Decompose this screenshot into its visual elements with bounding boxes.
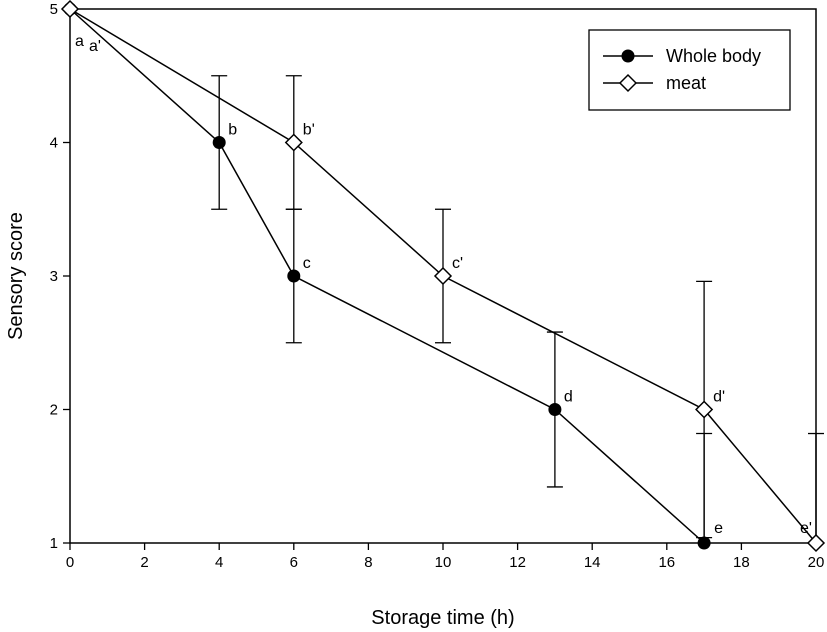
point-label-whole-body: a [75, 33, 84, 50]
marker-whole-body [287, 269, 301, 283]
point-label-meat: c' [452, 255, 463, 272]
x-tick-label: 0 [66, 554, 74, 571]
x-tick-label: 20 [808, 554, 825, 571]
legend-label-meat: meat [666, 73, 706, 93]
legend-marker-meat [618, 73, 638, 93]
y-tick-label: 1 [50, 535, 58, 552]
y-tick-label: 3 [50, 268, 58, 285]
x-tick-label: 10 [435, 554, 452, 571]
marker-whole-body [212, 136, 226, 149]
point-label-meat: d' [713, 389, 725, 406]
marker-whole-body [548, 403, 562, 416]
marker-meat [695, 400, 714, 419]
point-label-whole-body: c [303, 255, 311, 272]
marker-meat [806, 533, 826, 553]
point-labels: a b c d e a' b' c' d' e' [75, 33, 812, 537]
x-tick-label: 6 [290, 554, 298, 571]
point-label-whole-body: d [564, 389, 573, 406]
x-tick-label: 4 [215, 554, 223, 571]
y-tick-label: 2 [50, 402, 58, 419]
y-tick-label: 4 [50, 135, 58, 152]
point-label-meat: a' [89, 38, 101, 55]
y-axis-title: Sensory score [5, 212, 27, 340]
legend: Whole body meat [588, 29, 791, 111]
x-tick-label: 2 [140, 554, 148, 571]
x-tick-label: 18 [733, 554, 750, 571]
marker-whole-body [697, 536, 711, 550]
point-label-whole-body: e [714, 520, 723, 537]
x-tick-label: 16 [658, 554, 675, 571]
point-label-whole-body: b [228, 122, 237, 139]
data-markers [60, 0, 826, 553]
point-label-meat: b' [303, 122, 315, 139]
legend-marker-whole-body [621, 49, 635, 63]
legend-box [588, 29, 791, 111]
x-tick-label: 14 [584, 554, 601, 571]
marker-meat [60, 0, 80, 19]
marker-meat [433, 266, 453, 286]
y-tick-label: 5 [50, 1, 58, 18]
marker-meat [284, 133, 303, 152]
x-axis-title: Storage time (h) [371, 607, 514, 629]
point-label-meat: e' [800, 520, 812, 537]
legend-label-whole-body: Whole body [666, 46, 761, 66]
x-tick-label: 12 [509, 554, 526, 571]
x-tick-label: 8 [364, 554, 372, 571]
error-bars [211, 75, 824, 543]
